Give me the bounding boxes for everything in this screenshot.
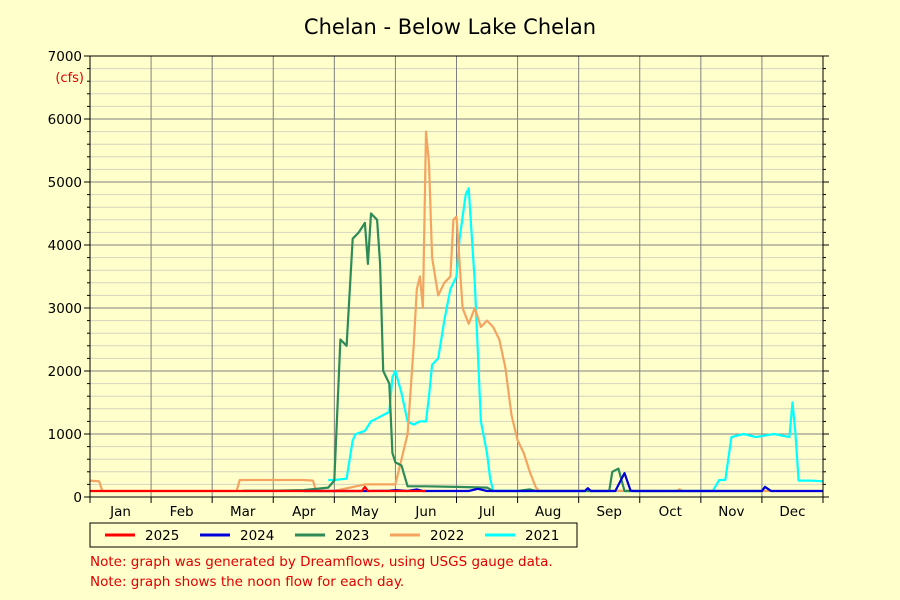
series-line-2024 [303, 472, 823, 493]
x-tick-label-dec: Dec [779, 504, 805, 520]
legend-label-2025: 2025 [145, 528, 179, 544]
series-layer [89, 130, 824, 493]
y-tick-label: 5000 [48, 175, 82, 191]
y-tick-label: 7000 [48, 49, 82, 65]
legend-label-2022: 2022 [430, 528, 464, 544]
y-tick-label: 4000 [48, 238, 82, 254]
x-tick-label-mar: Mar [230, 504, 256, 520]
chart-title: Chelan - Below Lake Chelan [304, 15, 596, 39]
grid-layer [90, 56, 823, 497]
y-tick-label: 2000 [48, 364, 82, 380]
series-line-2022 [89, 130, 823, 493]
legend: 2025 2024 2023 2022 2021 [89, 522, 578, 548]
x-tick-label-jul: Jul [478, 504, 495, 520]
series-line-2021 [328, 187, 824, 493]
x-tick-label-apr: Apr [292, 504, 316, 520]
x-tick-label-jun: Jun [414, 504, 436, 520]
legend-label-2021: 2021 [525, 528, 559, 544]
x-tick-label-feb: Feb [170, 504, 194, 520]
x-tick-label-may: May [351, 504, 379, 520]
series-line-2025 [90, 485, 426, 493]
x-tick-label-aug: Aug [535, 504, 561, 520]
legend-label-2023: 2023 [335, 528, 369, 544]
x-tick-label-sep: Sep [596, 504, 621, 520]
y-tick-label: 0 [73, 490, 82, 506]
x-tick-label-jan: Jan [109, 504, 131, 520]
legend-box [89, 522, 578, 548]
note-source: Note: graph was generated by Dreamflows,… [90, 554, 553, 570]
y-axis-unit-label: (cfs) [55, 71, 84, 86]
y-tick-label: 1000 [48, 427, 82, 443]
y-tick-label: 6000 [48, 112, 82, 128]
y-tick-label: 3000 [48, 301, 82, 317]
x-tick-label-nov: Nov [718, 504, 744, 520]
series-line-2023 [242, 212, 772, 493]
axis-layer: 0 1000 2000 3000 4000 5000 6000 7000 Jan Feb Mar Ap… [48, 49, 829, 520]
x-tick-label-oct: Oct [659, 504, 682, 520]
note-noon-flow: Note: graph shows the noon flow for each… [90, 574, 404, 590]
legend-label-2024: 2024 [240, 528, 274, 544]
